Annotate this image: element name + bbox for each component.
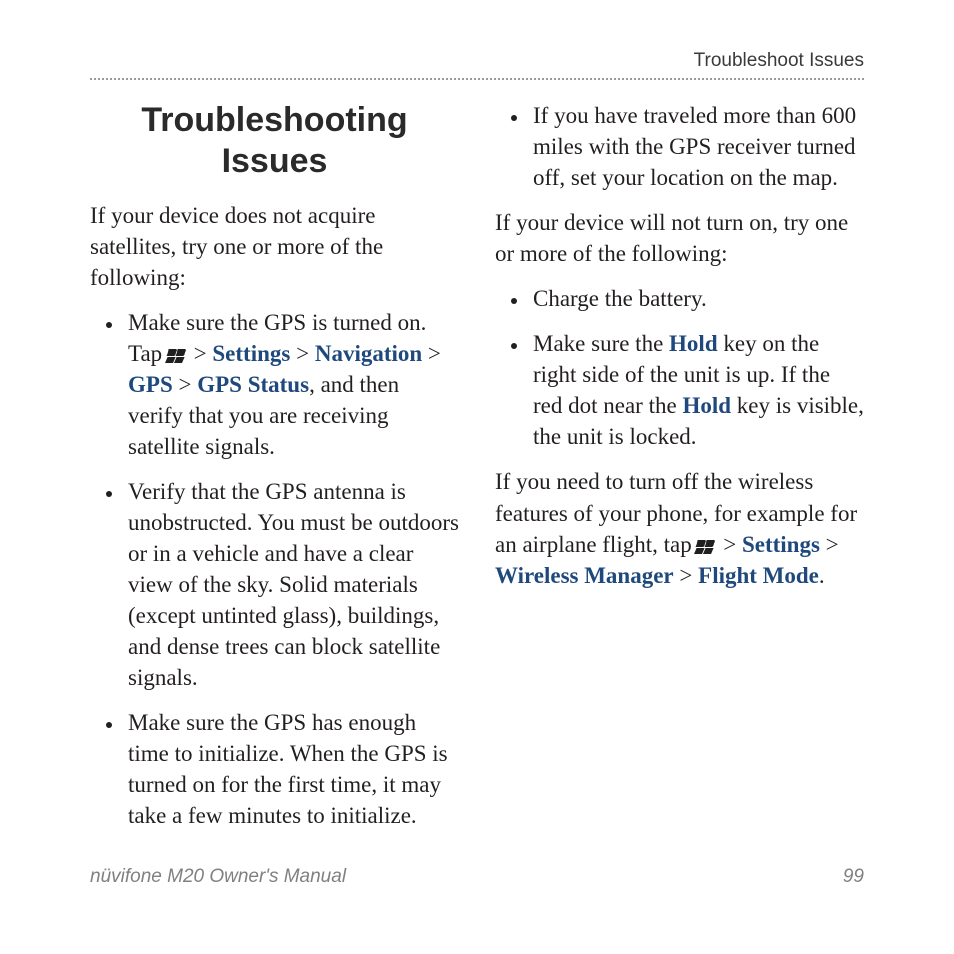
kw-wireless-manager: Wireless Manager xyxy=(495,563,674,588)
left-column: Troubleshooting Issues If your device do… xyxy=(90,100,459,845)
power-troubleshoot-list: Charge the battery. Make sure the Hold k… xyxy=(495,283,864,452)
list-item: Verify that the GPS antenna is unobstruc… xyxy=(124,476,459,693)
footer: nüvifone M20 Owner's Manual 99 xyxy=(90,866,864,888)
wireless-paragraph: If you need to turn off the wireless fea… xyxy=(495,466,864,590)
list-item: Make sure the GPS has enough time to ini… xyxy=(124,707,459,831)
kw-hold: Hold xyxy=(669,331,718,356)
text: . xyxy=(819,563,825,588)
list-item: Make sure the Hold key on the right side… xyxy=(529,328,864,452)
page-number: 99 xyxy=(843,866,864,888)
footer-title: nüvifone M20 Owner's Manual xyxy=(90,866,346,888)
breadcrumb-sep: > xyxy=(717,532,741,557)
right-column: If you have traveled more than 600 miles… xyxy=(495,100,864,845)
satellite-troubleshoot-list-cont: If you have traveled more than 600 miles… xyxy=(495,100,864,193)
intro-paragraph: If your device does not acquire satellit… xyxy=(90,200,459,293)
kw-settings: Settings xyxy=(212,341,290,366)
list-item: If you have traveled more than 600 miles… xyxy=(529,100,864,193)
kw-hold: Hold xyxy=(682,393,731,418)
list-item: Make sure the GPS is turned on. Tap > Se… xyxy=(124,307,459,462)
breadcrumb-sep: > xyxy=(674,563,698,588)
kw-gps-status: GPS Status xyxy=(197,372,309,397)
header-section: Troubleshoot Issues xyxy=(90,50,864,72)
text: Make sure the xyxy=(533,331,669,356)
breadcrumb-sep: > xyxy=(173,372,197,397)
header-divider xyxy=(90,78,864,80)
breadcrumb-sep: > xyxy=(820,532,839,557)
satellite-troubleshoot-list: Make sure the GPS is turned on. Tap > Se… xyxy=(90,307,459,832)
kw-navigation: Navigation xyxy=(315,341,422,366)
page: Troubleshoot Issues Troubleshooting Issu… xyxy=(0,0,954,954)
windows-icon xyxy=(168,340,188,356)
windows-icon xyxy=(697,531,717,547)
power-intro-paragraph: If your device will not turn on, try one… xyxy=(495,207,864,269)
kw-gps: GPS xyxy=(128,372,173,397)
breadcrumb-sep: > xyxy=(188,341,212,366)
breadcrumb-sep: > xyxy=(422,341,441,366)
content-columns: Troubleshooting Issues If your device do… xyxy=(90,100,864,845)
kw-flight-mode: Flight Mode xyxy=(698,563,819,588)
page-title: Troubleshooting Issues xyxy=(90,100,459,182)
list-item: Charge the battery. xyxy=(529,283,864,314)
kw-settings: Settings xyxy=(742,532,820,557)
breadcrumb-sep: > xyxy=(290,341,314,366)
